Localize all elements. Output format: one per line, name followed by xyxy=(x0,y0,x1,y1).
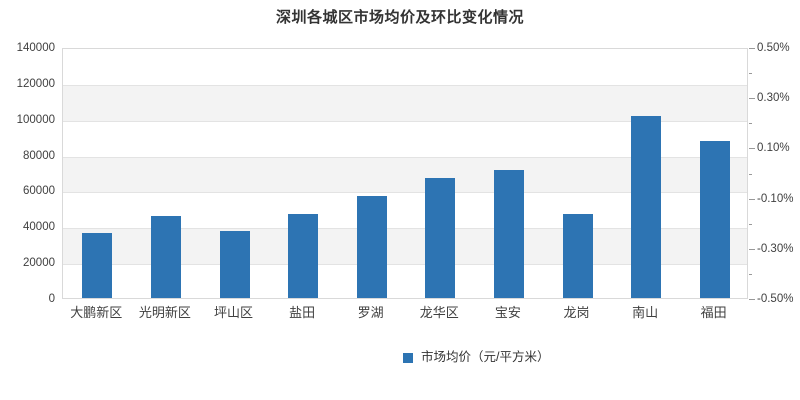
bar xyxy=(150,216,181,298)
bar xyxy=(425,177,456,298)
legend-label: 市场均价（元/平方米） xyxy=(421,350,550,364)
y-axis-right-tick xyxy=(749,123,752,125)
x-axis-label: 龙岗 xyxy=(563,305,590,320)
gridline xyxy=(63,228,747,230)
y-axis-right-label: -0.30% xyxy=(757,242,794,255)
bar xyxy=(219,230,250,298)
gridline xyxy=(63,84,747,86)
y-axis-right-tick xyxy=(749,248,755,250)
y-axis-right-label: 0.30% xyxy=(757,92,790,105)
gridline xyxy=(63,156,747,158)
legend: 市场均价（元/平方米） xyxy=(403,351,549,364)
x-axis-label: 坪山区 xyxy=(213,305,253,320)
y-axis-right-tick xyxy=(749,48,755,49)
plot-area xyxy=(62,48,748,299)
y-axis-left-label: 60000 xyxy=(23,185,55,198)
y-axis-right-tick xyxy=(749,198,755,200)
y-axis-left-label: 140000 xyxy=(16,42,55,54)
gridline xyxy=(63,192,747,194)
x-axis-label: 龙华区 xyxy=(419,305,459,320)
y-axis-left-label: 40000 xyxy=(23,221,55,234)
x-axis-label: 光明新区 xyxy=(138,305,191,320)
bar xyxy=(288,214,319,298)
x-axis-label: 罗湖 xyxy=(357,305,384,320)
y-axis-right-label: 0.10% xyxy=(757,142,790,155)
y-axis-right-label: -0.50% xyxy=(757,293,794,305)
y-axis-left-label: 20000 xyxy=(23,257,55,270)
bar xyxy=(493,170,524,298)
y-axis-left-label: 100000 xyxy=(16,113,55,126)
bar xyxy=(562,213,593,298)
y-axis-left-label: 80000 xyxy=(23,149,55,162)
band xyxy=(63,84,747,121)
legend-marker-icon xyxy=(403,352,413,363)
bar xyxy=(82,232,113,298)
bar xyxy=(631,115,662,298)
x-axis-label: 大鹏新区 xyxy=(70,305,123,320)
y-axis-right-tick xyxy=(749,73,752,75)
y-axis-right-label: 0.50% xyxy=(757,42,790,54)
x-axis-label: 南山 xyxy=(632,305,659,320)
y-axis-right-tick xyxy=(749,273,752,275)
y-axis-left-label: 0 xyxy=(48,293,55,305)
y-axis-right-tick xyxy=(749,299,755,300)
y-axis-right-tick xyxy=(749,148,755,150)
gridline xyxy=(63,264,747,266)
x-axis-label: 盐田 xyxy=(289,305,316,320)
gridline xyxy=(63,120,747,122)
x-axis-label: 福田 xyxy=(700,305,727,320)
x-axis-label: 宝安 xyxy=(494,305,521,320)
bar xyxy=(356,195,387,298)
chart-title: 深圳各城区市场均价及环比变化情况 xyxy=(275,9,524,26)
y-axis-right-label: -0.10% xyxy=(757,192,794,205)
y-axis-right-tick xyxy=(749,223,752,225)
bar xyxy=(699,140,730,298)
y-axis-right-tick xyxy=(749,98,755,100)
y-axis-right-tick xyxy=(749,173,752,175)
y-axis-left-label: 120000 xyxy=(16,77,55,90)
